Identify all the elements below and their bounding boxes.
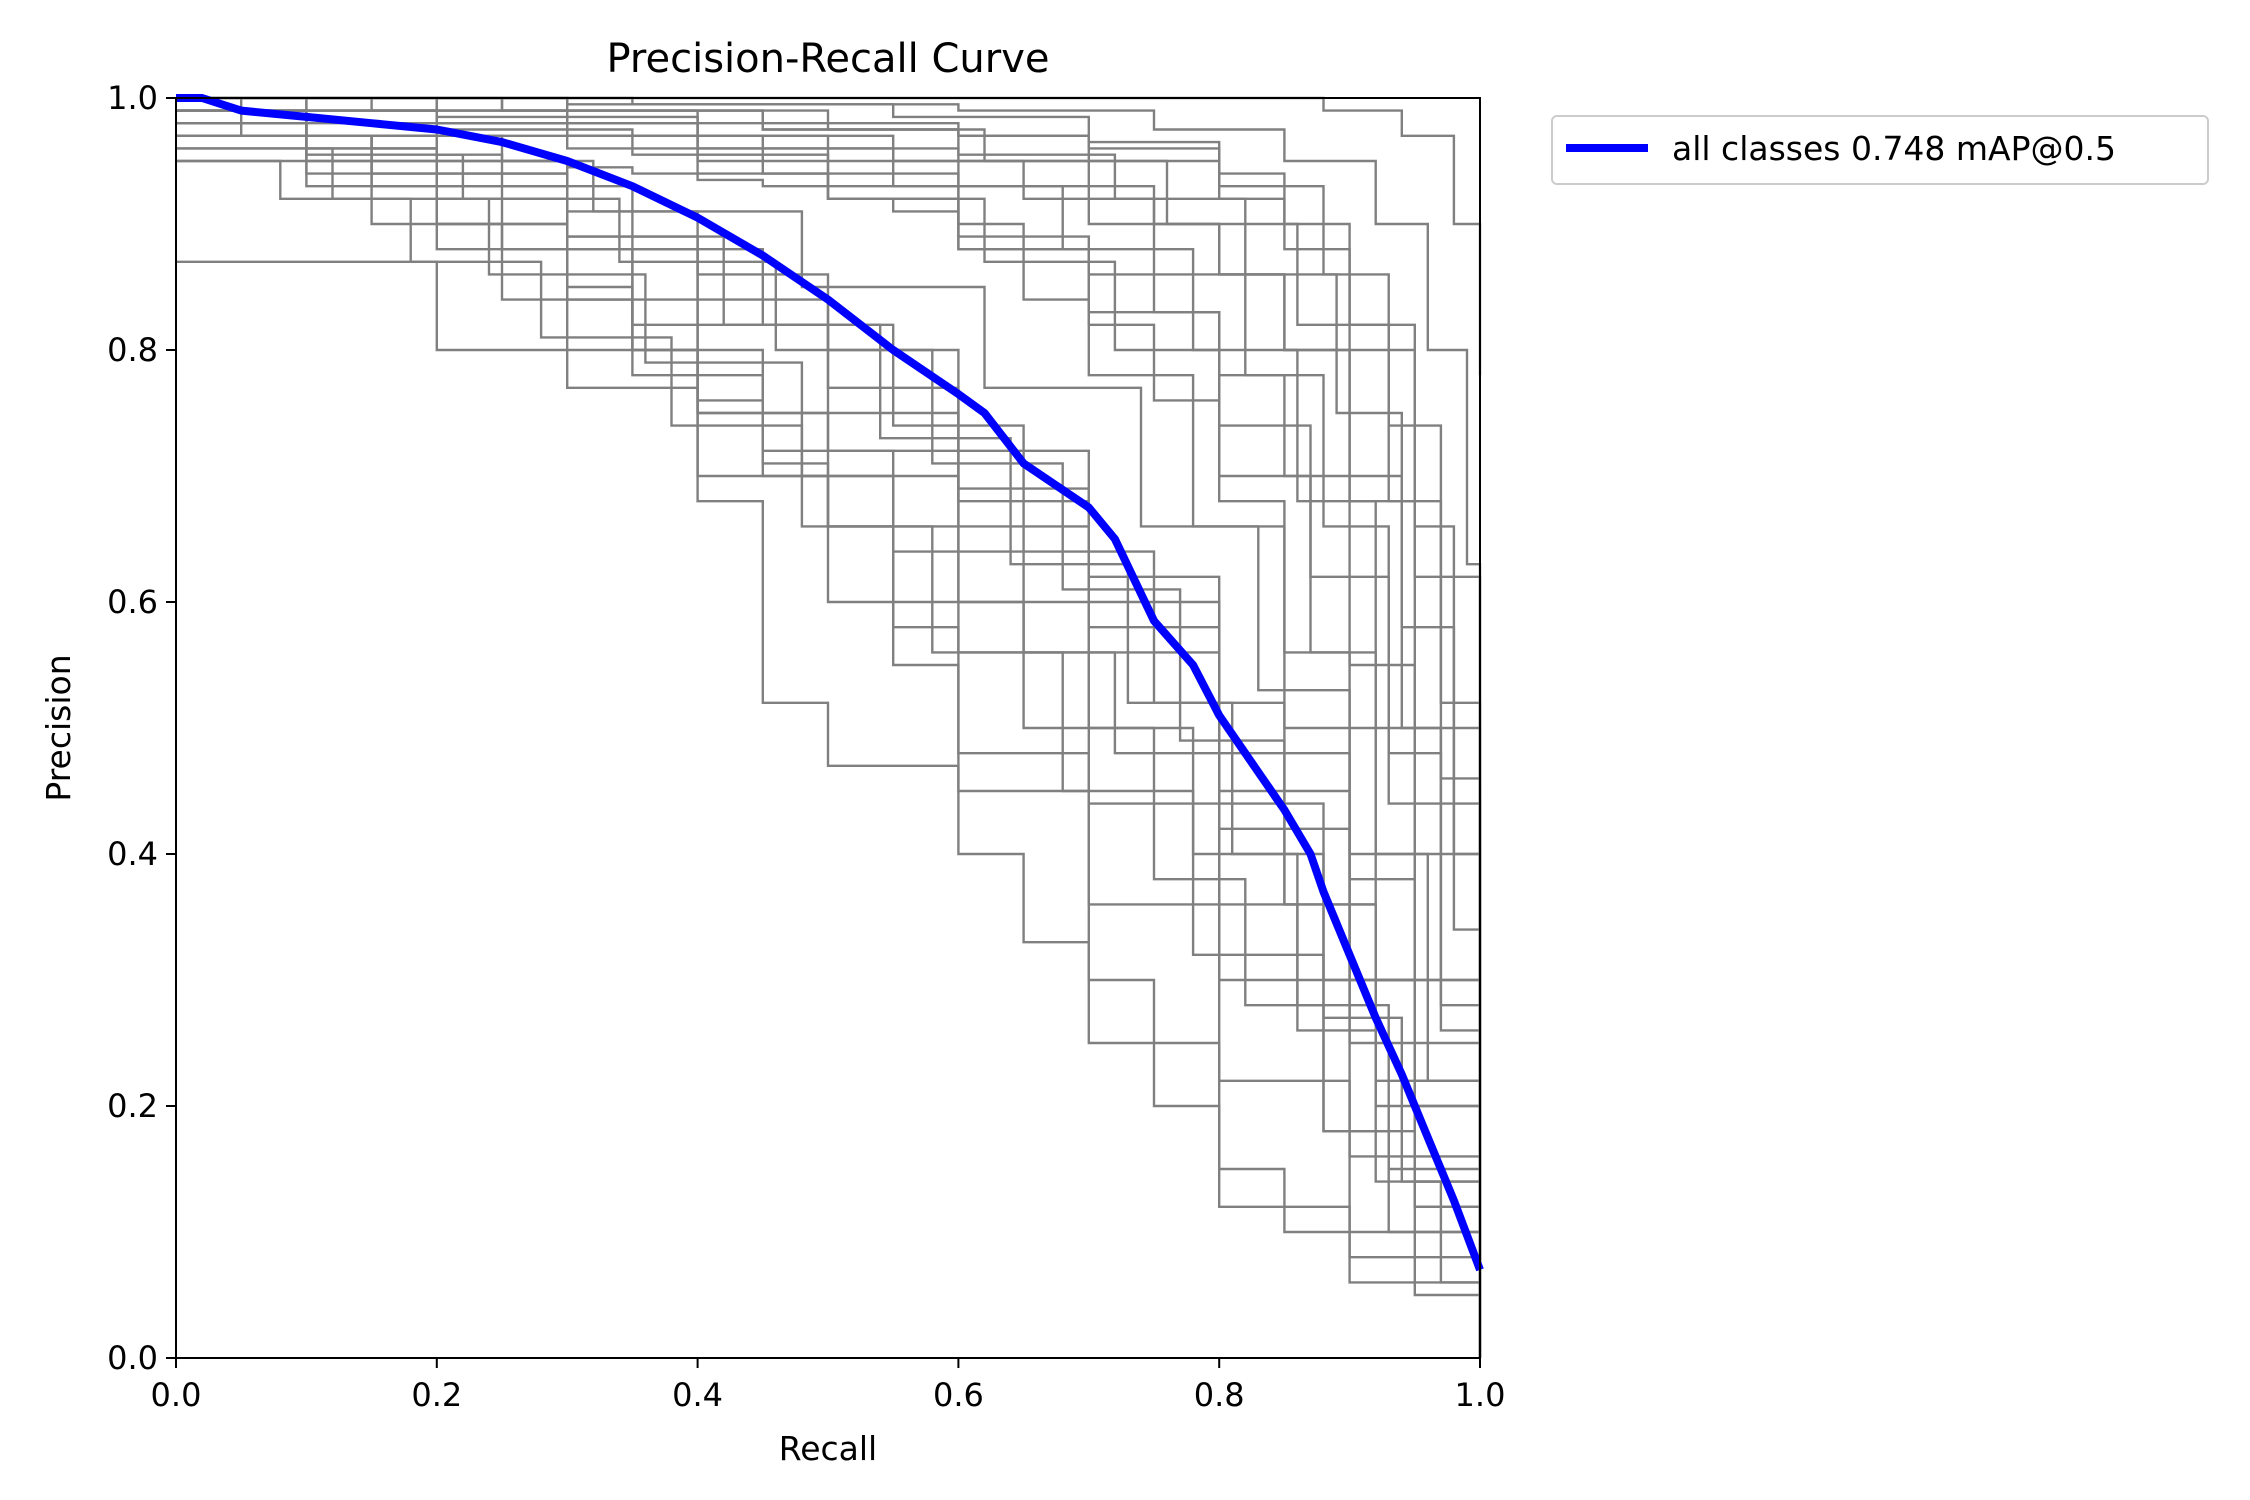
all-classes-series — [176, 94, 1484, 1272]
class-curve-30 — [176, 134, 1482, 1358]
y-axis-ticks: 0.0 0.2 0.4 0.6 0.8 1.0 — [107, 79, 176, 1377]
x-axis-title: Recall — [779, 1429, 877, 1468]
x-tick-label: 0.2 — [411, 1376, 462, 1414]
class-curve-22 — [176, 159, 1482, 1358]
class-curve-20 — [176, 147, 1482, 1358]
x-tick-label: 0.8 — [1194, 1376, 1245, 1414]
class-curve-26 — [176, 96, 1482, 1358]
class-curve-23 — [176, 109, 1482, 1358]
plot-area-frame — [175, 97, 1481, 1359]
x-tick-label: 0.4 — [672, 1376, 723, 1414]
legend-box — [1551, 115, 2209, 185]
class-curve-31 — [176, 96, 1482, 1358]
x-axis-ticks: 0.0 0.2 0.4 0.6 0.8 1.0 — [151, 1358, 1506, 1414]
y-axis-title: Precision — [39, 654, 78, 801]
y-tick-label: 1.0 — [107, 79, 158, 117]
legend-label-all-classes: all classes 0.748 mAP@0.5 — [1672, 129, 2116, 168]
y-tick-label: 0.0 — [107, 1339, 158, 1377]
class-curve-9 — [176, 147, 1482, 1358]
x-tick-label: 1.0 — [1455, 1376, 1506, 1414]
series-line-all-classes — [176, 94, 1484, 1272]
class-curve-16 — [176, 134, 1482, 1358]
y-tick-label: 0.8 — [107, 331, 158, 369]
y-tick-label: 0.6 — [107, 583, 158, 621]
chart-title: Precision-Recall Curve — [607, 36, 1050, 82]
legend: all classes 0.748 mAP@0.5 — [1551, 115, 2209, 185]
x-tick-label: 0.0 — [151, 1376, 202, 1414]
x-tick-label: 0.6 — [933, 1376, 984, 1414]
y-tick-label: 0.4 — [107, 835, 158, 873]
class-curve-27 — [176, 122, 1482, 1358]
y-tick-label: 0.2 — [107, 1087, 158, 1125]
